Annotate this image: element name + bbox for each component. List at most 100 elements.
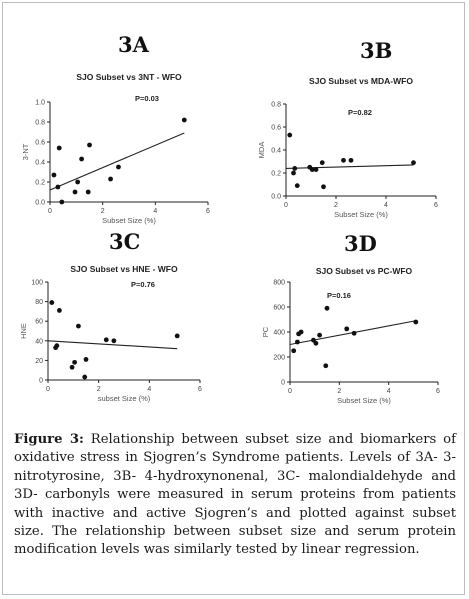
y-tick-label: 0.2 <box>271 171 281 178</box>
data-point <box>181 117 187 123</box>
x-tick-label: 4 <box>384 202 388 209</box>
y-tick-label: 1.0 <box>35 100 45 107</box>
data-point <box>82 374 88 380</box>
x-tick-label: 4 <box>387 388 391 395</box>
y-tick-label: 0 <box>39 378 43 385</box>
caption-label: Figure 3: <box>14 432 84 447</box>
data-point <box>317 332 322 338</box>
x-tick-label: 2 <box>337 388 341 395</box>
data-point <box>351 330 357 336</box>
y-tick-label: 0.8 <box>271 102 281 109</box>
data-point <box>75 179 81 185</box>
x-tick-label: 4 <box>153 208 157 215</box>
data-point <box>321 184 326 190</box>
y-tick-label: 0.0 <box>271 194 281 201</box>
data-point <box>87 142 92 148</box>
regression-line <box>47 340 178 350</box>
x-tick-label: 0 <box>284 202 288 209</box>
data-point <box>49 300 55 305</box>
data-point <box>309 167 315 172</box>
data-point <box>79 156 84 162</box>
chart-3d: SJO Subset vs PC-WFO P=0.16 0 2 4 6 0 200 400 600… <box>261 266 440 405</box>
data-point <box>313 340 319 346</box>
data-point <box>291 348 297 354</box>
p-value-label: P=0.03 <box>135 94 159 103</box>
x-tick-label: 6 <box>436 388 440 395</box>
chart-title: SJO Subset vs MDA-WFO <box>309 76 413 86</box>
y-tick-label: 0 <box>281 380 285 387</box>
p-value-label: P=0.82 <box>348 108 372 117</box>
y-axis-label: PC <box>261 326 270 337</box>
data-point <box>348 157 354 163</box>
panel-label-3c: 3C <box>109 229 141 254</box>
x-tick-label: 2 <box>97 386 101 393</box>
chart-3b: SJO Subset vs MDA-WFO P=0.82 0 2 4 6 0.0 0.2 0.4… <box>257 76 438 219</box>
regression-line <box>285 164 414 169</box>
panel-label-3d: 3D <box>344 231 377 256</box>
x-tick-label: 2 <box>334 202 338 209</box>
y-tick-label: 200 <box>273 355 285 362</box>
y-tick-label: 100 <box>31 280 43 287</box>
data-point <box>341 157 346 163</box>
chart-3a: SJO Subset vs 3NT - WFO P=0.03 0 2 4 6 0.0 0.2 0… <box>21 72 210 225</box>
y-tick-label: 80 <box>35 299 43 306</box>
y-axis-label: MDA <box>257 142 266 159</box>
data-point <box>344 326 350 332</box>
data-point <box>54 343 60 349</box>
figure-caption: Figure 3: Relationship between subset si… <box>14 431 456 560</box>
data-point <box>72 359 77 365</box>
y-tick-label: 40 <box>35 338 43 345</box>
y-tick-label: 0.2 <box>35 180 45 187</box>
data-point <box>324 305 330 311</box>
y-axis-label: HNE <box>19 323 28 339</box>
data-point <box>51 172 57 178</box>
y-tick-label: 800 <box>273 280 285 287</box>
panel-label-3b: 3B <box>360 38 393 63</box>
data-point <box>76 323 81 329</box>
data-point <box>411 160 416 166</box>
data-point <box>85 189 91 195</box>
p-value-label: P=0.76 <box>131 280 155 289</box>
y-axis-label: 3-NT <box>21 143 30 160</box>
x-tick-label: 4 <box>147 386 151 393</box>
x-tick-label: 0 <box>288 388 292 395</box>
data-point <box>323 363 329 369</box>
chart-title: SJO Subset vs HNE - WFO <box>70 264 178 274</box>
data-point <box>287 132 293 138</box>
x-tick-label: 2 <box>101 208 105 215</box>
y-tick-label: 0.4 <box>271 148 281 155</box>
x-tick-label: 0 <box>46 386 50 393</box>
y-tick-label: 0.0 <box>35 200 45 207</box>
data-point <box>292 166 298 171</box>
x-axis-label: Subset Size (%) <box>334 210 388 219</box>
x-tick-label: 6 <box>198 386 202 393</box>
data-point <box>319 160 325 166</box>
data-point <box>294 183 300 189</box>
data-point <box>57 308 62 313</box>
data-point <box>174 333 180 339</box>
y-tick-label: 400 <box>273 330 285 337</box>
x-tick-label: 6 <box>206 208 210 215</box>
data-point <box>291 170 296 176</box>
data-point <box>413 319 419 325</box>
panel-label-3a: 3A <box>118 32 149 57</box>
data-point <box>108 176 113 182</box>
y-tick-label: 60 <box>35 319 43 326</box>
data-point <box>313 167 319 172</box>
data-point <box>56 145 62 151</box>
data-point <box>83 357 89 362</box>
y-tick-label: 0.6 <box>271 125 281 132</box>
x-tick-label: 6 <box>434 202 438 209</box>
y-tick-label: 0.4 <box>35 160 45 167</box>
data-point <box>55 184 61 190</box>
data-point <box>116 164 121 170</box>
figure-frame <box>2 2 465 595</box>
data-point <box>103 337 109 343</box>
data-point <box>69 364 75 370</box>
regression-line <box>49 132 185 191</box>
y-tick-label: 0.8 <box>35 120 45 127</box>
y-tick-label: 20 <box>35 358 43 365</box>
x-tick-label: 0 <box>48 208 52 215</box>
data-point <box>295 339 300 345</box>
